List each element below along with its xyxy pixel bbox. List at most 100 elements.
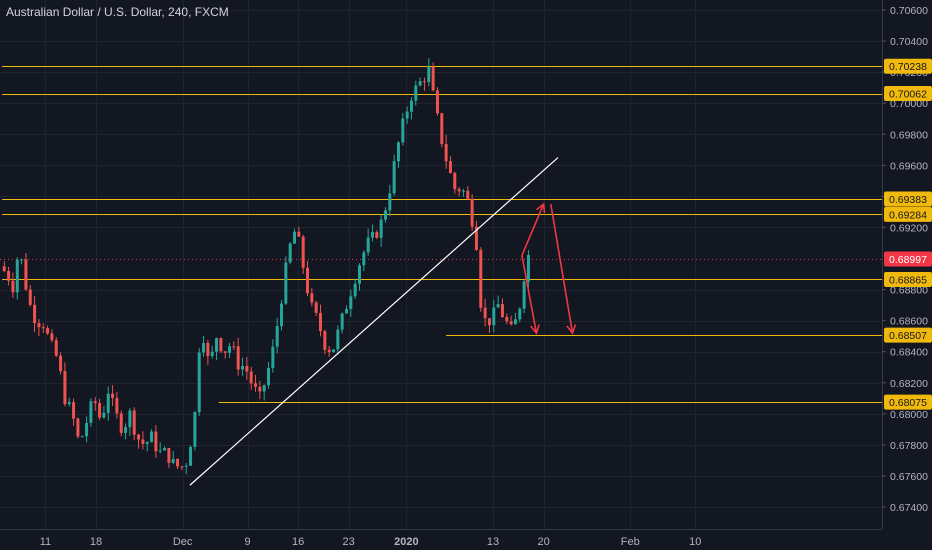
- level-price-badge-bg: [884, 394, 932, 410]
- time-tick-label: 20: [537, 536, 549, 548]
- candle-body: [223, 351, 227, 353]
- price-tick-label: 0.70600: [890, 5, 928, 17]
- candle-body: [163, 448, 167, 451]
- candle-body: [33, 304, 37, 324]
- candle-body: [59, 355, 63, 372]
- candle-body: [219, 338, 223, 352]
- candle-body: [375, 232, 379, 238]
- candle-body: [132, 410, 136, 435]
- price-tick-label: 0.70000: [890, 98, 928, 110]
- candle-body: [370, 232, 374, 238]
- projection-arrow-head: [536, 202, 546, 214]
- candle-body: [453, 173, 457, 190]
- candle-body: [448, 161, 452, 174]
- level-price-badge-bg: [884, 206, 932, 222]
- candle-body: [236, 346, 240, 370]
- candle-body: [54, 340, 58, 356]
- price-tick-label: 0.68800: [890, 285, 928, 297]
- candle-body: [401, 118, 405, 143]
- grid-layer: [0, 0, 882, 529]
- candle-body: [206, 343, 210, 357]
- candle-body: [37, 323, 41, 328]
- candle-body: [440, 113, 444, 145]
- level-price-badge: 0.70062: [889, 89, 927, 101]
- price-axis: 0.706000.704000.702000.700000.698000.696…: [882, 5, 928, 514]
- level-price-badge-bg: [884, 58, 932, 74]
- candle-body: [193, 412, 197, 447]
- candle-body: [137, 434, 141, 440]
- candle-body: [293, 231, 297, 244]
- level-price-badge-bg: [884, 271, 932, 287]
- time-tick-label: 9: [245, 536, 251, 548]
- candle-body: [457, 189, 461, 192]
- candle-body: [362, 252, 366, 266]
- candle-body: [176, 458, 180, 467]
- price-tick-label: 0.67400: [890, 502, 928, 514]
- price-tick-label: 0.68000: [890, 409, 928, 421]
- candle-body: [487, 318, 491, 326]
- price-tick-label: 0.67800: [890, 440, 928, 452]
- chart-title: Australian Dollar / U.S. Dollar, 240, FX…: [6, 5, 229, 19]
- candle-body: [228, 346, 232, 353]
- level-price-badge: 0.68075: [889, 397, 927, 409]
- candle-body: [2, 266, 6, 272]
- current-price-badge-bg: [884, 251, 932, 267]
- candle-body: [106, 393, 110, 413]
- candle-body: [306, 267, 310, 294]
- price-tick-label: 0.68600: [890, 316, 928, 328]
- candle-body: [254, 383, 258, 387]
- candle-body: [513, 319, 517, 325]
- candle-body: [288, 243, 292, 263]
- candle-body: [241, 365, 245, 370]
- candle-body: [357, 265, 361, 284]
- candle-body: [11, 280, 15, 293]
- candle-body: [210, 351, 214, 357]
- candle-body: [483, 307, 487, 319]
- candle-body: [24, 259, 28, 290]
- candle-body: [470, 198, 474, 227]
- projection-arrow-head: [566, 324, 577, 335]
- candle-body: [383, 210, 387, 220]
- candle-body: [366, 237, 370, 253]
- time-tick-label: Dec: [173, 536, 193, 548]
- candle-body: [50, 333, 54, 341]
- candle-body: [297, 231, 301, 237]
- candle-body: [158, 450, 162, 452]
- candle-body: [189, 446, 193, 466]
- candle-body: [331, 349, 335, 353]
- candle-body: [323, 331, 327, 350]
- candle-body: [76, 418, 80, 437]
- candle-body: [314, 302, 318, 313]
- candle-body: [422, 81, 426, 83]
- candle-body: [232, 346, 236, 348]
- price-tick-label: 0.69200: [890, 222, 928, 234]
- candle-body: [392, 161, 396, 194]
- candle-body: [271, 346, 275, 369]
- candle-body: [479, 249, 483, 308]
- drawings: [189, 157, 577, 486]
- candle-body: [388, 193, 392, 211]
- candle-body: [85, 422, 89, 437]
- candle-body: [444, 144, 448, 162]
- time-tick-label: 2020: [394, 536, 418, 548]
- projection-arrow: [550, 204, 574, 334]
- candles: [2, 58, 530, 475]
- current-price-badge: 0.68997: [889, 254, 927, 266]
- candle-body: [518, 308, 522, 320]
- candle-body: [405, 111, 409, 119]
- candle-body: [509, 321, 513, 325]
- candle-body: [80, 436, 84, 438]
- candle-body: [435, 90, 439, 114]
- candle-body: [522, 281, 526, 309]
- candle-body: [396, 142, 400, 162]
- projection-arrow: [521, 203, 545, 256]
- candle-body: [72, 402, 76, 419]
- candle-body: [414, 85, 418, 101]
- candle-body: [184, 465, 188, 467]
- level-price-badge: 0.69284: [889, 209, 927, 221]
- time-tick-label: 18: [90, 536, 102, 548]
- candle-body: [431, 66, 435, 91]
- candle-body: [466, 190, 470, 199]
